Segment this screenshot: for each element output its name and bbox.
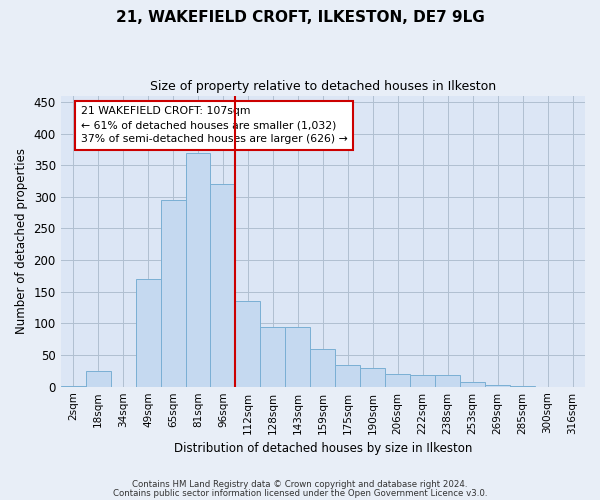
Bar — [385, 374, 410, 386]
Bar — [235, 301, 260, 386]
Bar — [360, 368, 385, 386]
Bar — [335, 364, 360, 386]
Bar — [161, 200, 185, 386]
Bar — [485, 385, 510, 386]
Text: Contains HM Land Registry data © Crown copyright and database right 2024.: Contains HM Land Registry data © Crown c… — [132, 480, 468, 489]
Bar — [211, 184, 235, 386]
Text: Contains public sector information licensed under the Open Government Licence v3: Contains public sector information licen… — [113, 488, 487, 498]
Bar — [410, 376, 435, 386]
Bar — [310, 348, 335, 387]
Title: Size of property relative to detached houses in Ilkeston: Size of property relative to detached ho… — [150, 80, 496, 93]
X-axis label: Distribution of detached houses by size in Ilkeston: Distribution of detached houses by size … — [173, 442, 472, 455]
Bar — [136, 279, 161, 386]
Y-axis label: Number of detached properties: Number of detached properties — [15, 148, 28, 334]
Bar — [435, 376, 460, 386]
Bar — [286, 326, 310, 386]
Bar — [185, 152, 211, 386]
Bar — [86, 371, 110, 386]
Bar — [460, 382, 485, 386]
Text: 21, WAKEFIELD CROFT, ILKESTON, DE7 9LG: 21, WAKEFIELD CROFT, ILKESTON, DE7 9LG — [116, 10, 484, 25]
Bar — [260, 326, 286, 386]
Text: 21 WAKEFIELD CROFT: 107sqm
← 61% of detached houses are smaller (1,032)
37% of s: 21 WAKEFIELD CROFT: 107sqm ← 61% of deta… — [80, 106, 347, 144]
